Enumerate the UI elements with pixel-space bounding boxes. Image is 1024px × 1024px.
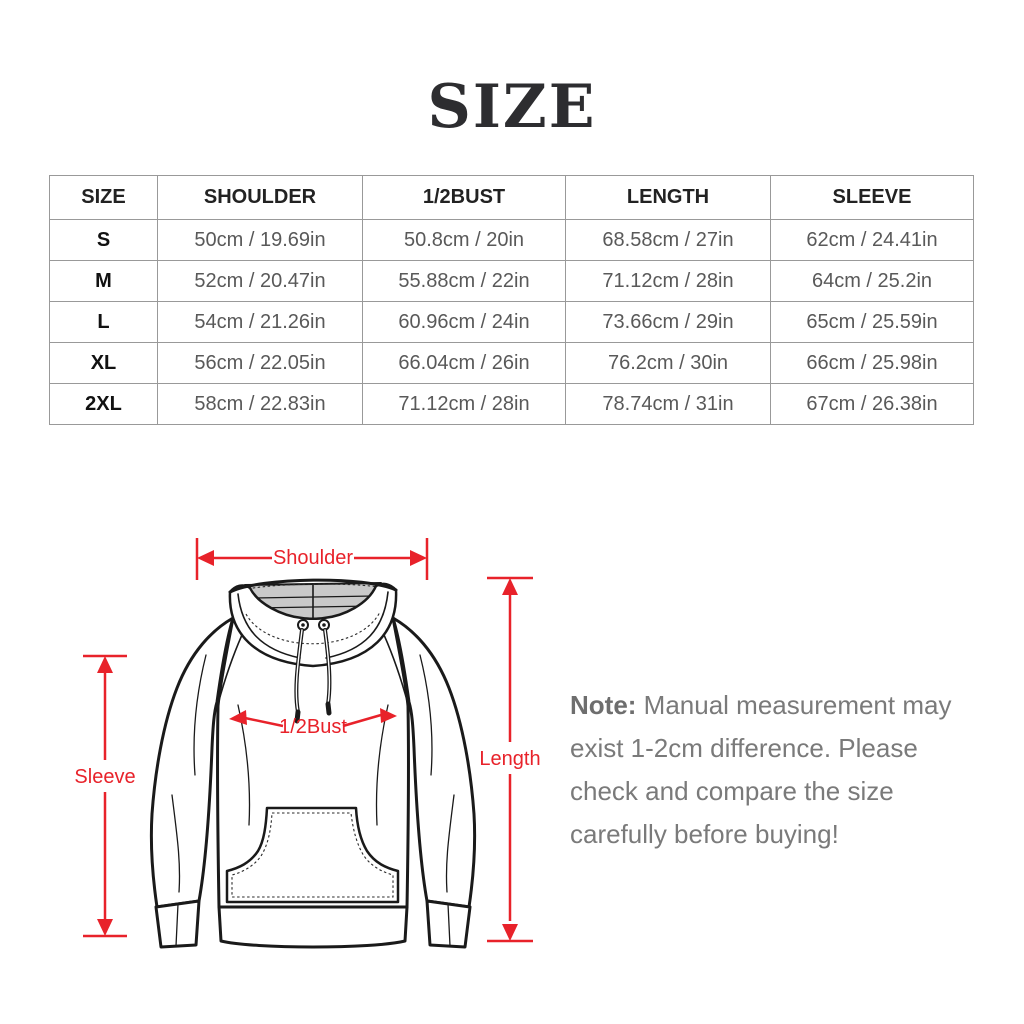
size-cell: L (49, 301, 158, 343)
measurement-cell: 54cm / 21.26in (157, 301, 363, 343)
hoodie-sketch (149, 578, 477, 949)
size-table: SIZE SHOULDER 1/2BUST LENGTH SLEEVE S 50… (49, 175, 974, 425)
measurement-cell: 66cm / 25.98in (770, 342, 974, 384)
note-text: Note: Manual measurement may exist 1-2cm… (570, 684, 968, 856)
column-header-bust: 1/2BUST (362, 175, 566, 220)
table-row: 2XL 58cm / 22.83in 71.12cm / 28in 78.74c… (49, 383, 974, 425)
table-row: L 54cm / 21.26in 60.96cm / 24in 73.66cm … (49, 301, 974, 343)
table-row: S 50cm / 19.69in 50.8cm / 20in 68.58cm /… (49, 219, 974, 261)
measurement-cell: 50cm / 19.69in (157, 219, 363, 261)
size-cell: S (49, 219, 158, 261)
measurement-cell: 56cm / 22.05in (157, 342, 363, 384)
shoulder-arrow: Shoulder (195, 538, 429, 580)
measurement-cell: 50.8cm / 20in (362, 219, 566, 261)
measurement-cell: 76.2cm / 30in (565, 342, 771, 384)
sleeve-arrow: Sleeve (74, 654, 136, 938)
measurement-cell: 71.12cm / 28in (565, 260, 771, 302)
measurement-cell: 64cm / 25.2in (770, 260, 974, 302)
half-bust-arrow: 1/2Bust (229, 708, 397, 738)
size-cell: M (49, 260, 158, 302)
column-header-size: SIZE (49, 175, 158, 220)
measurement-cell: 73.66cm / 29in (565, 301, 771, 343)
note-body: Manual measurement may exist 1-2cm diffe… (570, 690, 952, 849)
sleeve-label: Sleeve (74, 766, 135, 788)
measurement-cell: 71.12cm / 28in (362, 383, 566, 425)
hoodie-measurement-diagram: Shoulder 1/2Bust Length Sleeve (74, 538, 541, 949)
column-header-length: LENGTH (565, 175, 771, 220)
measurement-cell: 58cm / 22.83in (157, 383, 363, 425)
size-cell: XL (49, 342, 158, 384)
measurement-cell: 66.04cm / 26in (362, 342, 566, 384)
length-arrow: Length (479, 576, 541, 943)
table-row: M 52cm / 20.47in 55.88cm / 22in 71.12cm … (49, 260, 974, 302)
shoulder-label: Shoulder (273, 547, 353, 569)
measurement-cell: 68.58cm / 27in (565, 219, 771, 261)
measurement-cell: 62cm / 24.41in (770, 219, 974, 261)
page-title: SIZE (427, 72, 597, 142)
half-bust-label: 1/2Bust (279, 716, 347, 738)
note-prefix: Note: (570, 690, 637, 720)
column-header-sleeve: SLEEVE (770, 175, 974, 220)
measurement-cell: 55.88cm / 22in (362, 260, 566, 302)
size-cell: 2XL (49, 383, 158, 425)
measurement-cell: 78.74cm / 31in (565, 383, 771, 425)
table-header-row: SIZE SHOULDER 1/2BUST LENGTH SLEEVE (49, 175, 974, 220)
measurement-cell: 52cm / 20.47in (157, 260, 363, 302)
column-header-shoulder: SHOULDER (157, 175, 363, 220)
measurement-cell: 67cm / 26.38in (770, 383, 974, 425)
length-label: Length (479, 748, 540, 770)
measurement-cell: 60.96cm / 24in (362, 301, 566, 343)
measurement-cell: 65cm / 25.59in (770, 301, 974, 343)
table-row: XL 56cm / 22.05in 66.04cm / 26in 76.2cm … (49, 342, 974, 384)
